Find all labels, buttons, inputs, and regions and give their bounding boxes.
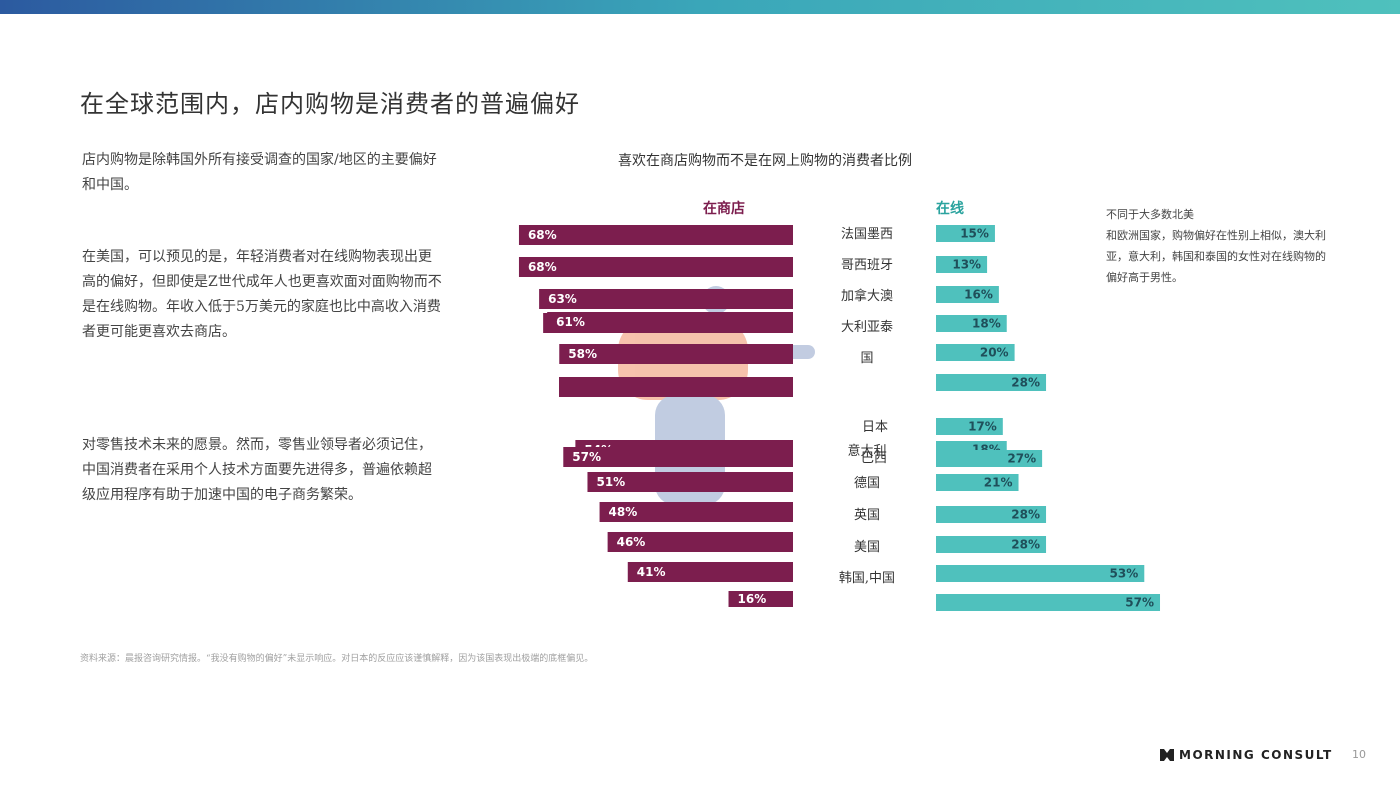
country-label: 韩国,中国 (839, 571, 895, 586)
online-bar-label: 53% (1110, 567, 1139, 581)
country-label: 法国墨西 (841, 227, 893, 242)
store-bar (563, 447, 793, 467)
country-label: 大利亚泰 (841, 320, 893, 335)
country-label: 意大利 (847, 443, 886, 459)
store-bar (547, 312, 793, 332)
online-bar (936, 256, 988, 273)
store-bar (518, 225, 793, 245)
store-bar (728, 591, 793, 607)
online-bar-label: 28% (1011, 508, 1040, 522)
online-bar-label: 28% (1011, 538, 1040, 552)
store-column-header: 在商店 (703, 201, 745, 217)
store-bar-label: 68% (528, 260, 557, 274)
store-bar-label: 41% (637, 565, 666, 579)
online-bar (936, 315, 1007, 332)
store-bar (518, 257, 793, 277)
intro-paragraph: 店内购物是除韩国外所有接受调查的国家/地区的主要偏好 和中国。 (82, 152, 437, 193)
country-label: 美国 (854, 540, 880, 555)
online-bar (936, 450, 1043, 467)
store-bar-label: 61% (556, 315, 585, 329)
online-column-header: 在线 (936, 201, 964, 217)
top-gradient-bar (0, 0, 1400, 14)
china-paragraph: 对零售技术未来的愿景。然而，零售业领导者必须记住，中国消费者在采用个人技术方面要… (82, 437, 432, 503)
online-bar-label: 18% (972, 317, 1001, 331)
online-bar (936, 374, 1047, 391)
store-bar (539, 289, 793, 309)
online-bar (936, 594, 1161, 611)
country-label: 德国 (854, 476, 880, 491)
online-bar (936, 506, 1047, 523)
online-bar-label: 57% (1125, 596, 1154, 610)
online-bar-label: 17% (968, 420, 997, 434)
store-bar-label: 63% (548, 292, 577, 306)
store-bar (587, 472, 793, 492)
online-bar-label: 28% (1011, 376, 1040, 390)
store-bar (559, 377, 793, 397)
brand-logo: MORNING CONSULT (1160, 748, 1333, 762)
store-bar-label: 46% (617, 535, 646, 549)
online-bar (936, 474, 1019, 491)
page-number: 10 (1352, 748, 1366, 761)
page-title: 在全球范围内，店内购物是消费者的普遍偏好 (80, 90, 580, 118)
online-bar (936, 225, 995, 242)
chart-title: 喜欢在商店购物而不是在网上购物的消费者比例 (618, 153, 912, 169)
online-bar-label: 15% (960, 227, 989, 241)
online-bar (936, 344, 1015, 361)
logo-text: MORNING CONSULT (1179, 748, 1333, 762)
online-bar-label: 20% (980, 346, 1009, 360)
store-bar (627, 562, 793, 582)
store-bar-label: 48% (609, 505, 638, 519)
online-bar (936, 418, 1003, 435)
online-bar-label: 16% (964, 288, 993, 302)
store-bar (559, 344, 793, 364)
country-label: 巴西 (861, 451, 887, 466)
source-footnote: 资料来源：晨报咨询研究情报。“我没有购物的偏好”未显示响应。对日本的反应应该谨慎… (80, 654, 594, 664)
gender-note: 不同于大多数北美 和欧洲国家，购物偏好在性别上相似，澳大利亚，意大利，韩国和泰国… (1106, 208, 1326, 284)
country-label: 英国 (854, 508, 880, 523)
online-bar (936, 536, 1047, 553)
country-label: 国 (860, 351, 873, 366)
online-bar-label: 13% (952, 258, 981, 272)
country-label: 加拿大澳 (841, 288, 893, 304)
store-bar-label: 57% (572, 450, 601, 464)
store-bar (607, 532, 793, 552)
country-label: 哥西班牙 (841, 258, 893, 273)
store-bar-label: 58% (568, 347, 597, 361)
country-label: 日本 (862, 420, 888, 435)
online-bar-label: 27% (1007, 452, 1036, 466)
us-paragraph: 在美国，可以预见的是，年轻消费者对在线购物表现出更高的偏好，但即使是Z世代成年人… (82, 249, 442, 340)
online-bar (936, 565, 1145, 582)
store-bar-label: 16% (738, 592, 767, 606)
online-bar (936, 286, 999, 303)
store-bar-label: 51% (596, 475, 625, 489)
mc-logo-icon (1160, 749, 1174, 761)
store-bar-label: 68% (528, 228, 557, 242)
online-bar-label: 21% (984, 476, 1013, 490)
store-bar (599, 502, 793, 522)
